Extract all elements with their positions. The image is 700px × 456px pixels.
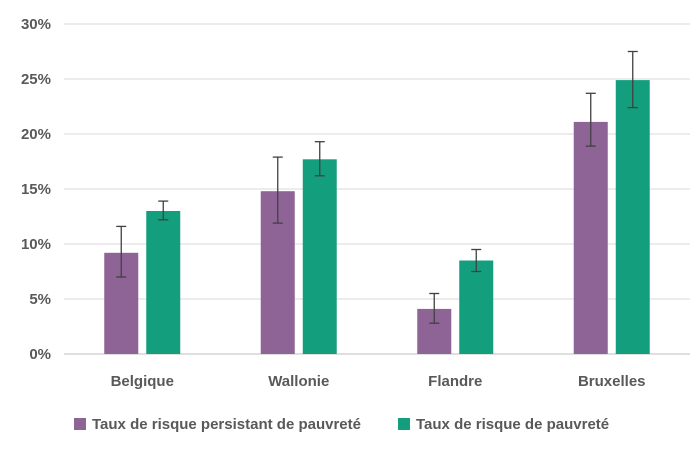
error-bar — [429, 292, 440, 324]
legend-label-persistent: Taux de risque persistant de pauvreté — [92, 416, 361, 433]
x-category-label: Wallonie — [268, 373, 329, 390]
error-bar — [471, 248, 482, 273]
bar-persistent-bruxelles — [573, 121, 608, 355]
bars — [104, 80, 650, 355]
x-axis-labels: Belgique Wallonie Flandre Bruxelles — [111, 373, 646, 390]
legend-label-poverty: Taux de risque de pauvreté — [416, 416, 609, 433]
y-tick-label: 30% — [21, 16, 51, 33]
y-axis-ticks: 0% 5% 10% 15% 20% 25% 30% — [21, 16, 51, 363]
y-tick-label: 25% — [21, 71, 51, 88]
x-category-label: Flandre — [428, 373, 482, 390]
error-bar — [272, 156, 283, 224]
legend-swatch-poverty — [398, 418, 410, 430]
y-tick-label: 20% — [21, 126, 51, 143]
x-category-label: Belgique — [111, 373, 174, 390]
error-bar — [116, 225, 127, 278]
y-tick-label: 10% — [21, 236, 51, 253]
error-bar — [627, 50, 638, 109]
error-bar — [158, 200, 169, 221]
y-tick-label: 15% — [21, 181, 51, 198]
y-tick-label: 5% — [29, 291, 51, 308]
bar-poverty-bruxelles — [615, 80, 650, 354]
error-bars — [116, 50, 638, 324]
legend-swatch-persistent — [74, 418, 86, 430]
x-category-label: Bruxelles — [578, 373, 646, 390]
y-tick-label: 0% — [29, 346, 51, 363]
legend: Taux de risque persistant de pauvreté Ta… — [74, 416, 609, 433]
error-bar — [314, 141, 325, 177]
bar-poverty-flandre — [459, 260, 494, 354]
bar-poverty-belgique — [146, 211, 181, 354]
error-bar — [585, 92, 596, 147]
bar-poverty-wallonie — [302, 159, 337, 354]
